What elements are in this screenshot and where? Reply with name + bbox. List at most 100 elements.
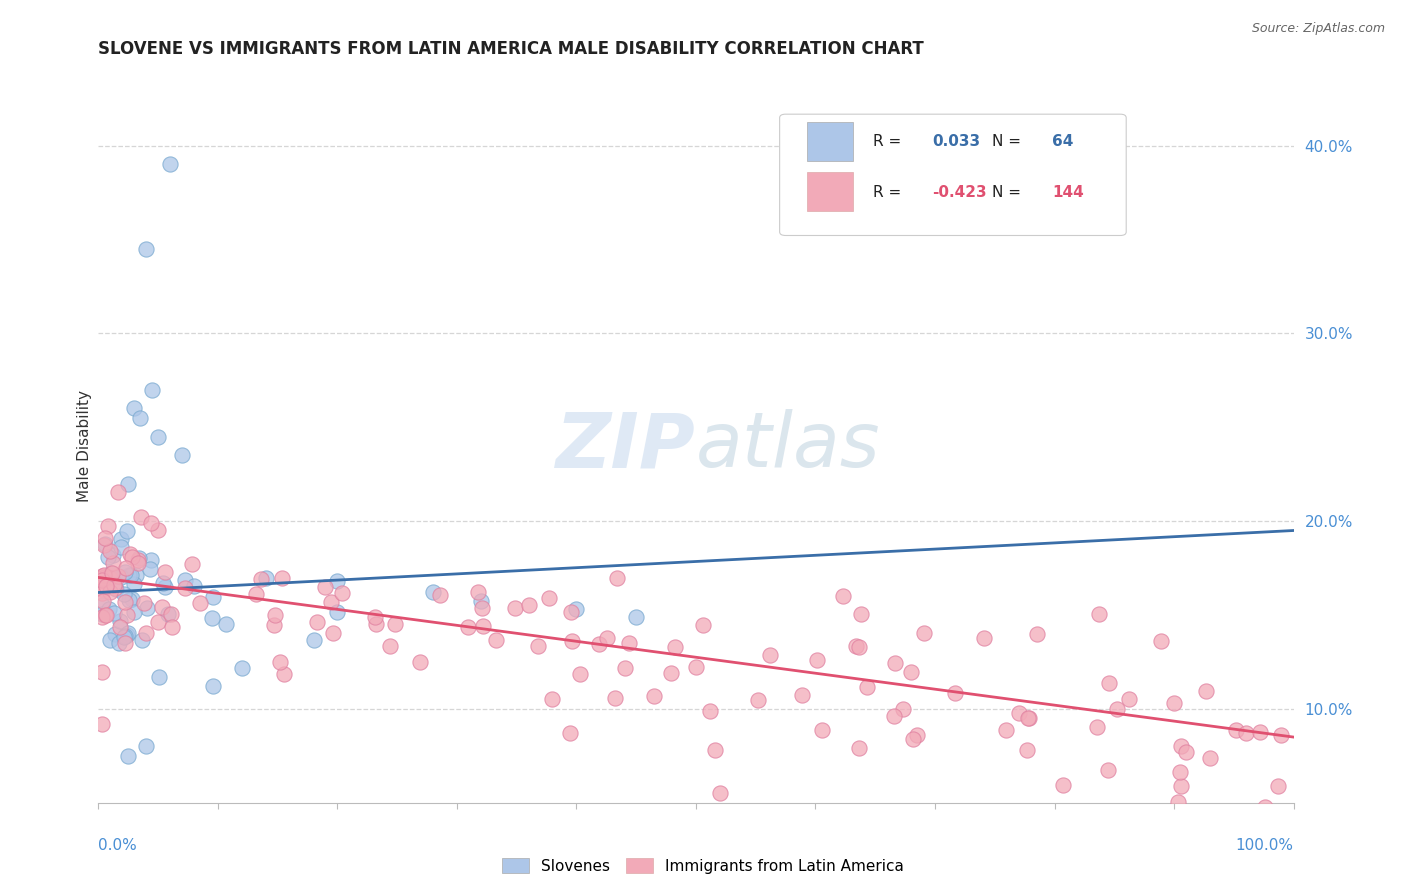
Point [1085, 720, 1108, 734]
Point [93, 538, 115, 552]
Legend: Slovenes, Immigrants from Latin America: Slovenes, Immigrants from Latin America [495, 852, 911, 880]
Point [117, 748, 139, 763]
Point [122, 577, 145, 591]
Point [606, 571, 628, 585]
Point [107, 569, 129, 583]
Point [1234, 726, 1257, 740]
Text: 64: 64 [1052, 135, 1074, 149]
Point [685, 660, 707, 674]
Point [105, 582, 128, 597]
Point [131, 633, 153, 648]
Point [138, 562, 160, 576]
Point [146, 615, 169, 630]
Point [363, 609, 385, 624]
Point [364, 617, 387, 632]
Point [1199, 751, 1222, 765]
Point [994, 723, 1017, 737]
Point [231, 661, 253, 675]
Point [118, 593, 141, 607]
Point [457, 620, 479, 634]
Point [114, 595, 136, 609]
Point [97, 519, 120, 533]
Point [271, 572, 294, 586]
Point [91, 716, 114, 731]
Point [112, 630, 135, 644]
FancyBboxPatch shape [807, 172, 852, 211]
Point [101, 566, 124, 580]
Point [471, 618, 494, 632]
Point [664, 640, 686, 654]
Point [117, 476, 139, 491]
Point [901, 731, 924, 746]
Point [91, 594, 114, 608]
Point [409, 655, 432, 669]
Point [831, 589, 853, 603]
Point [135, 739, 157, 754]
Point [98, 543, 121, 558]
Point [943, 686, 966, 700]
Point [1170, 779, 1192, 793]
Point [159, 157, 181, 171]
Point [93, 531, 115, 545]
Point [141, 553, 163, 567]
Point [202, 590, 225, 604]
Point [155, 565, 177, 579]
Point [605, 690, 627, 705]
Point [153, 580, 176, 594]
Point [183, 579, 205, 593]
Point [148, 669, 170, 683]
Point [429, 588, 451, 602]
Point [162, 620, 184, 634]
Point [181, 557, 204, 571]
Point [1168, 765, 1191, 780]
Point [98, 632, 121, 647]
Point [94, 570, 117, 584]
Point [91, 585, 114, 599]
Point [91, 598, 114, 612]
Point [91, 574, 114, 588]
Point [378, 640, 401, 654]
Point [135, 242, 157, 256]
Point [561, 634, 583, 648]
Point [613, 660, 636, 674]
Point [108, 636, 131, 650]
Point [1150, 634, 1173, 648]
Point [891, 702, 914, 716]
Point [811, 723, 834, 737]
Text: R =: R = [873, 185, 901, 200]
Point [245, 586, 267, 600]
Point [201, 611, 224, 625]
Point [467, 584, 489, 599]
Point [110, 620, 132, 634]
Point [1174, 745, 1197, 759]
Point [172, 449, 194, 463]
Point [1198, 818, 1220, 832]
Point [91, 610, 114, 624]
Point [626, 610, 648, 624]
Text: 144: 144 [1052, 185, 1084, 200]
Point [759, 648, 782, 662]
Point [117, 524, 139, 538]
Point [263, 618, 285, 632]
Point [1225, 723, 1247, 737]
Point [659, 665, 682, 680]
Point [856, 680, 879, 694]
Point [704, 743, 727, 757]
Point [884, 656, 907, 670]
Point [107, 484, 129, 499]
Text: 0.0%: 0.0% [98, 838, 138, 854]
Point [422, 584, 444, 599]
Point [115, 628, 138, 642]
Point [135, 626, 157, 640]
Point [1097, 676, 1119, 690]
Text: ZIP: ZIP [557, 409, 696, 483]
Point [112, 587, 135, 601]
Point [100, 566, 122, 581]
Point [108, 614, 131, 628]
Point [127, 552, 149, 566]
Point [845, 639, 868, 653]
Point [1167, 795, 1189, 809]
Point [1015, 743, 1038, 757]
Point [91, 568, 114, 582]
Point [527, 639, 550, 653]
